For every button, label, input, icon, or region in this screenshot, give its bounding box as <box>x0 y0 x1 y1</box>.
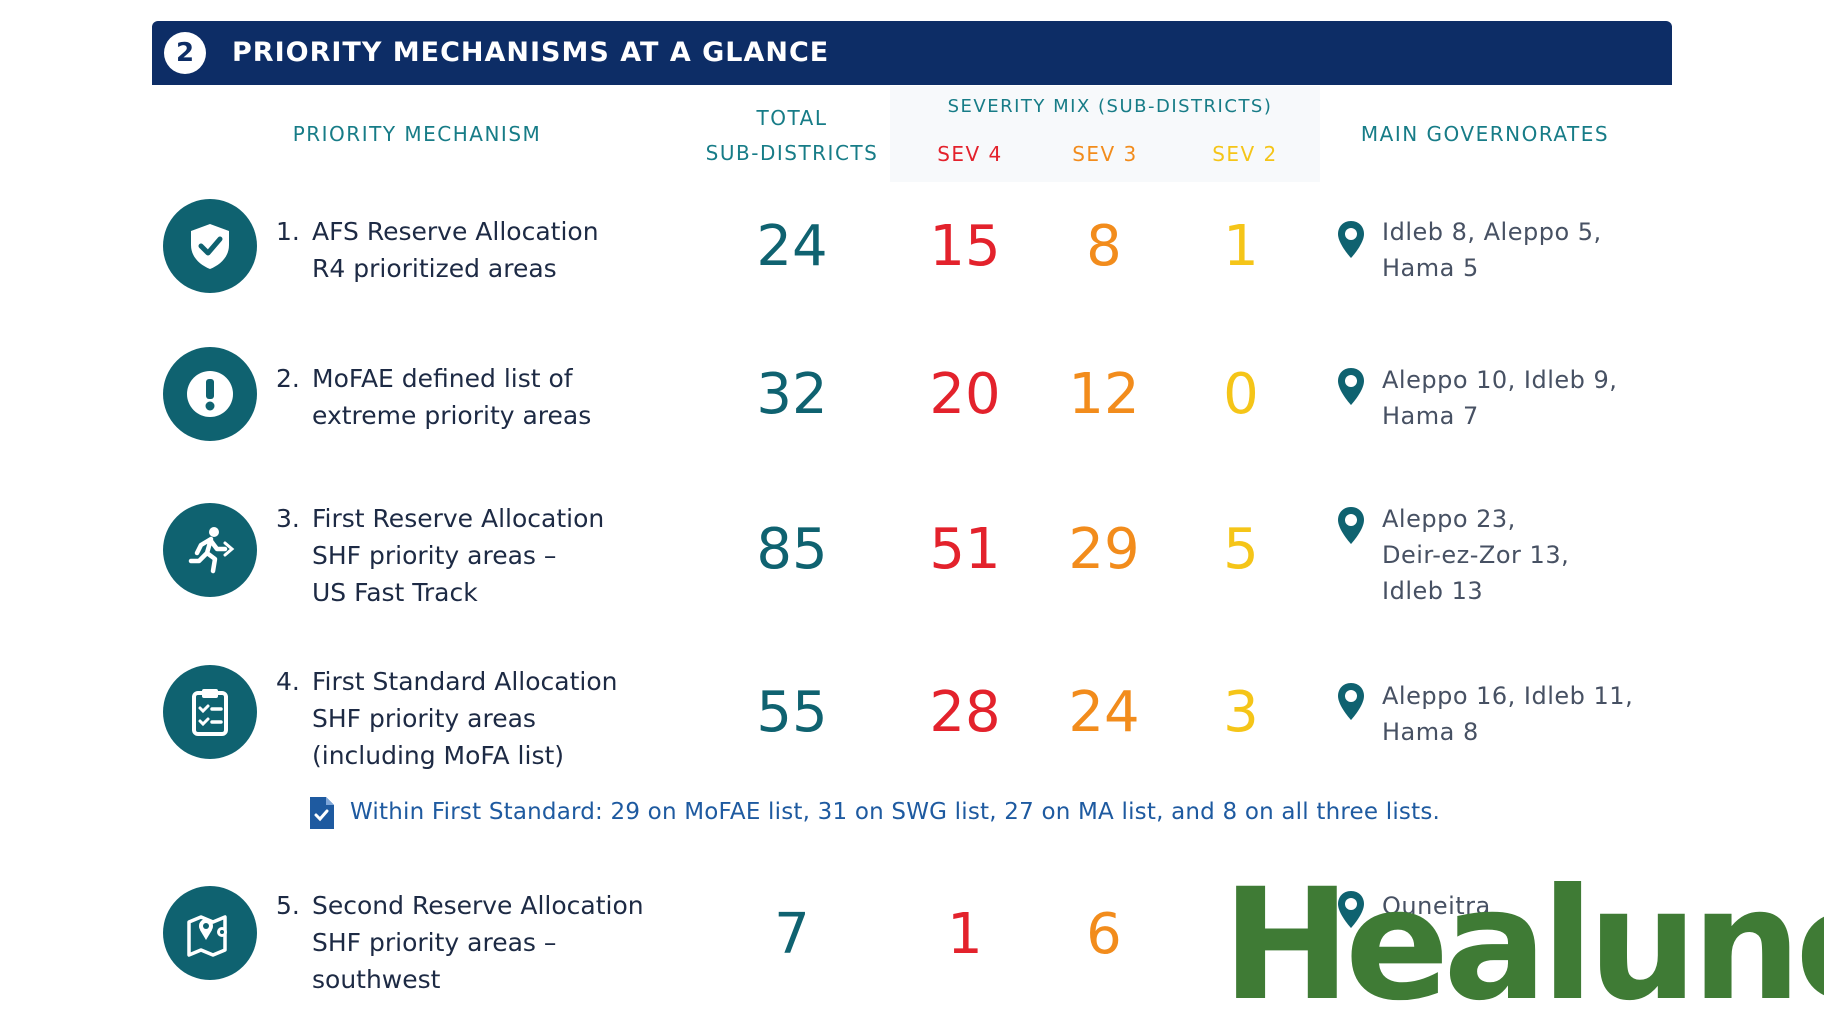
mechanism-line: First Reserve Allocation <box>312 504 605 533</box>
exclamation-icon <box>163 347 257 441</box>
governorates-line: Aleppo 10, Idleb 9, <box>1382 366 1618 394</box>
severity-header-band <box>890 86 1320 182</box>
column-header-governorates: MAIN GOVERNORATES <box>1360 122 1610 146</box>
sev2-count: 3 <box>1223 680 1259 745</box>
sev2-count: 1 <box>1223 214 1259 279</box>
sev4-count: 1 <box>947 902 983 967</box>
mechanism-number: 2. <box>276 364 300 393</box>
mechanism-number: 4. <box>276 667 300 696</box>
governorates-line: Hama 7 <box>1382 402 1479 430</box>
mechanism-line: (including MoFA list) <box>312 741 565 770</box>
first-standard-note: Within First Standard: 29 on MoFAE list,… <box>350 799 1441 825</box>
mechanism-number: 3. <box>276 504 300 533</box>
governorates-line: Idleb 13 <box>1382 577 1484 605</box>
governorates: Aleppo 10, Idleb 9, Hama 7 <box>1382 362 1672 434</box>
column-header-mechanism: PRIORITY MECHANISM <box>292 122 542 146</box>
location-pin-icon <box>1338 368 1364 405</box>
map-pin-icon <box>163 886 257 980</box>
section-title: PRIORITY MECHANISMS AT A GLANCE <box>232 37 830 68</box>
sev3-count: 6 <box>1086 902 1122 967</box>
section-number: 2 <box>164 32 206 74</box>
governorates-line: Idleb 8, Aleppo 5, <box>1382 218 1602 246</box>
sev2-count: 0 <box>1223 362 1259 427</box>
governorates-line: Quneitra <box>1382 892 1491 920</box>
governorates-line: Hama 5 <box>1382 254 1479 282</box>
total-sub-districts: 24 <box>756 214 828 279</box>
column-header-severity-mix: SEVERITY MIX (SUB-DISTRICTS) <box>947 96 1273 117</box>
total-sub-districts: 85 <box>756 517 828 582</box>
mechanism-line: extreme priority areas <box>312 401 592 430</box>
clipboard-checklist-icon <box>163 665 257 759</box>
column-header-sev4: SEV 4 <box>937 142 1003 166</box>
governorates-line: Deir-ez-Zor 13, <box>1382 541 1570 569</box>
mechanism-line: First Standard Allocation <box>312 667 618 696</box>
governorates: Aleppo 16, Idleb 11, Hama 8 <box>1382 678 1672 750</box>
mechanism-line: R4 prioritized areas <box>312 254 557 283</box>
governorates-line: Aleppo 16, Idleb 11, <box>1382 682 1634 710</box>
total-sub-districts: 7 <box>774 902 810 967</box>
watermark-logo: Healuno <box>1222 856 1824 1035</box>
mechanism-number: 5. <box>276 891 300 920</box>
mechanism-number: 1. <box>276 217 300 246</box>
mechanism-line: SHF priority areas – <box>312 541 557 570</box>
column-header-sev2: SEV 2 <box>1212 142 1278 166</box>
mechanism-line: Second Reserve Allocation <box>312 891 644 920</box>
governorates-line: Aleppo 23, <box>1382 505 1516 533</box>
sev4-count: 28 <box>929 680 1001 745</box>
sev3-count: 8 <box>1086 214 1122 279</box>
mechanism-line: US Fast Track <box>312 578 478 607</box>
total-sub-districts: 55 <box>756 680 828 745</box>
sev4-count: 20 <box>929 362 1001 427</box>
governorates: Aleppo 23, Deir-ez-Zor 13, Idleb 13 <box>1382 501 1672 609</box>
mechanism-line: SHF priority areas – <box>312 928 557 957</box>
location-pin-icon <box>1338 683 1364 720</box>
location-pin-icon <box>1338 891 1364 928</box>
shield-check-icon <box>163 199 257 293</box>
mechanism-line: MoFAE defined list of <box>312 364 573 393</box>
column-header-total-line1: TOTAL <box>756 106 828 130</box>
sev3-count: 12 <box>1068 362 1140 427</box>
column-header-sev3: SEV 3 <box>1072 142 1138 166</box>
mechanism-line: southwest <box>312 965 441 994</box>
sev3-count: 24 <box>1068 680 1140 745</box>
sev4-count: 15 <box>929 214 1001 279</box>
location-pin-icon <box>1338 507 1364 544</box>
governorates: Quneitra <box>1382 888 1672 924</box>
mechanism-line: SHF priority areas <box>312 704 536 733</box>
sev4-count: 51 <box>929 517 1001 582</box>
sev3-count: 29 <box>1068 517 1140 582</box>
section-header: 2 PRIORITY MECHANISMS AT A GLANCE <box>152 21 1672 85</box>
governorates-line: Hama 8 <box>1382 718 1479 746</box>
running-person-icon <box>163 503 257 597</box>
location-pin-icon <box>1338 221 1364 258</box>
total-sub-districts: 32 <box>756 362 828 427</box>
document-icon <box>310 797 334 829</box>
column-header-total-line2: SUB-DISTRICTS <box>705 141 879 165</box>
mechanism-line: AFS Reserve Allocation <box>312 217 599 246</box>
governorates: Idleb 8, Aleppo 5, Hama 5 <box>1382 214 1672 286</box>
sev2-count: 5 <box>1223 517 1259 582</box>
